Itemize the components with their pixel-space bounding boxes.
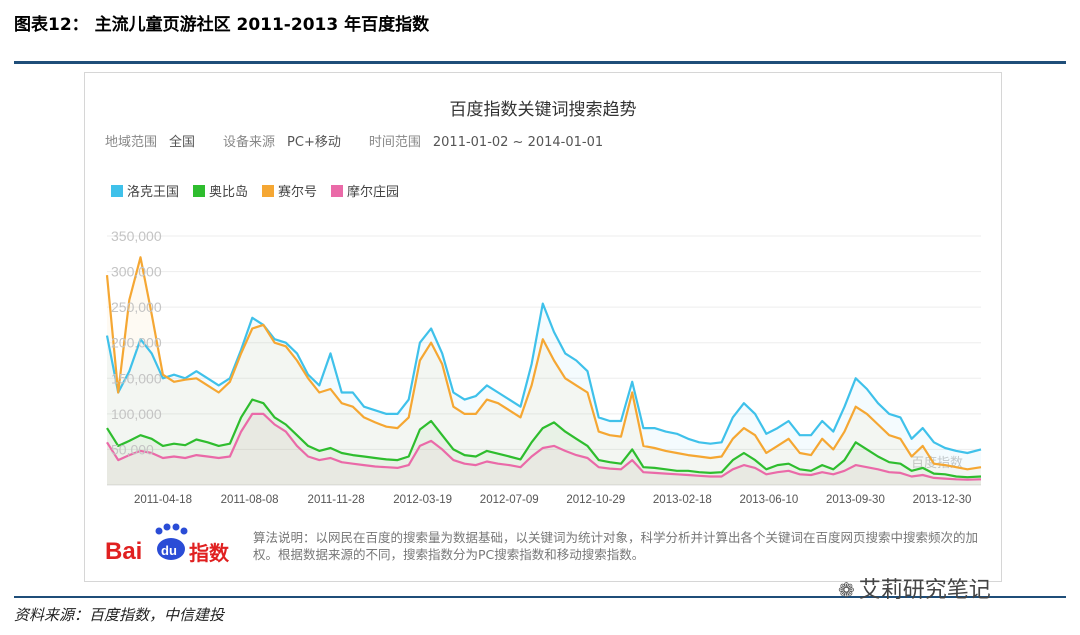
y-tick-label: 150,000	[111, 370, 162, 386]
legend-item[interactable]: 摩尔庄园	[331, 181, 399, 200]
paw-icon	[155, 523, 188, 560]
x-tick-label: 2012-03-19	[393, 494, 452, 506]
line-chart: 百度指数50,000100,000150,000200,000250,00030…	[105, 228, 982, 506]
filter-device-label: 设备来源	[223, 135, 276, 150]
logo-du-text: du	[161, 543, 177, 558]
legend-swatch	[193, 185, 206, 197]
y-tick-label: 250,000	[111, 299, 162, 315]
legend-item[interactable]: 赛尔号	[262, 181, 317, 200]
baidu-index-logo: Bai du 指数	[105, 523, 230, 565]
x-tick-label: 2011-11-28	[308, 494, 365, 506]
source-note: 资料来源：百度指数，中信建投	[14, 606, 225, 624]
logo-index-text: 指数	[189, 541, 230, 565]
series-area	[107, 413, 981, 485]
y-tick-label: 300,000	[111, 264, 162, 280]
algorithm-note: 算法说明：以网民在百度的搜索量为数据基础，以关键词为统计对象，科学分析并计算出各…	[253, 530, 979, 562]
legend-swatch	[262, 185, 275, 197]
x-tick-label: 2011-04-18	[134, 494, 192, 506]
wechat-icon: ❁	[838, 578, 855, 602]
series-area	[107, 257, 981, 485]
x-tick-label: 2013-02-18	[653, 494, 712, 506]
filter-time-value[interactable]: 2011-01-02 ~ 2014-01-01	[432, 135, 604, 150]
logo-bai-text: Bai	[105, 538, 142, 565]
x-tick-label: 2011-08-08	[221, 494, 279, 506]
filter-device-value[interactable]: PC+移动	[287, 135, 341, 150]
filter-time-label: 时间范围	[368, 135, 421, 150]
chart-panel: 百度指数关键词搜索趋势 地域范围 全国 设备来源 PC+移动 时间范围 2011-01-0…	[84, 72, 1002, 582]
legend-item[interactable]: 奥比岛	[193, 181, 248, 200]
y-tick-label: 350,000	[111, 228, 162, 244]
x-tick-label: 2013-12-30	[913, 494, 972, 506]
series-line	[106, 412, 982, 481]
legend-label: 洛克王国	[127, 185, 180, 200]
watermark-text: 艾莉研究笔记	[858, 578, 991, 603]
figure-title: 图表12： 主流儿童页游社区 2011-2013 年百度指数	[14, 15, 430, 35]
filter-bar: 地域范围 全国 设备来源 PC+移动 时间范围 2011-01-02 ~ 2014-01-…	[105, 131, 631, 150]
x-tick-label: 2013-06-10	[739, 494, 798, 506]
legend-swatch	[331, 185, 344, 197]
chart-legend: 洛克王国 奥比岛 赛尔号 摩尔庄园	[111, 181, 413, 200]
y-tick-label: 50,000	[111, 441, 154, 457]
legend-item[interactable]: 洛克王国	[111, 181, 179, 200]
series-area	[107, 303, 981, 485]
x-tick-label: 2012-07-09	[480, 494, 539, 506]
series-line	[105, 256, 982, 471]
top-rule	[14, 61, 1066, 64]
filter-region-value[interactable]: 全国	[169, 135, 196, 150]
legend-label: 奥比岛	[209, 185, 249, 200]
x-tick-label: 2012-10-29	[566, 494, 625, 506]
series-line	[106, 398, 982, 479]
legend-label: 赛尔号	[278, 185, 318, 200]
legend-swatch	[111, 185, 123, 197]
filter-region-label: 地域范围	[105, 135, 158, 150]
x-tick-label: 2013-09-30	[826, 494, 885, 506]
bottom-rule	[14, 596, 1066, 598]
series-line	[105, 302, 982, 455]
y-tick-label: 100,000	[111, 406, 162, 422]
watermark: ❁ 艾莉研究笔记	[838, 572, 991, 604]
chart-title: 百度指数关键词搜索趋势	[449, 100, 637, 120]
series-area	[107, 399, 981, 485]
legend-label: 摩尔庄园	[347, 185, 400, 200]
y-tick-label: 200,000	[111, 335, 162, 351]
